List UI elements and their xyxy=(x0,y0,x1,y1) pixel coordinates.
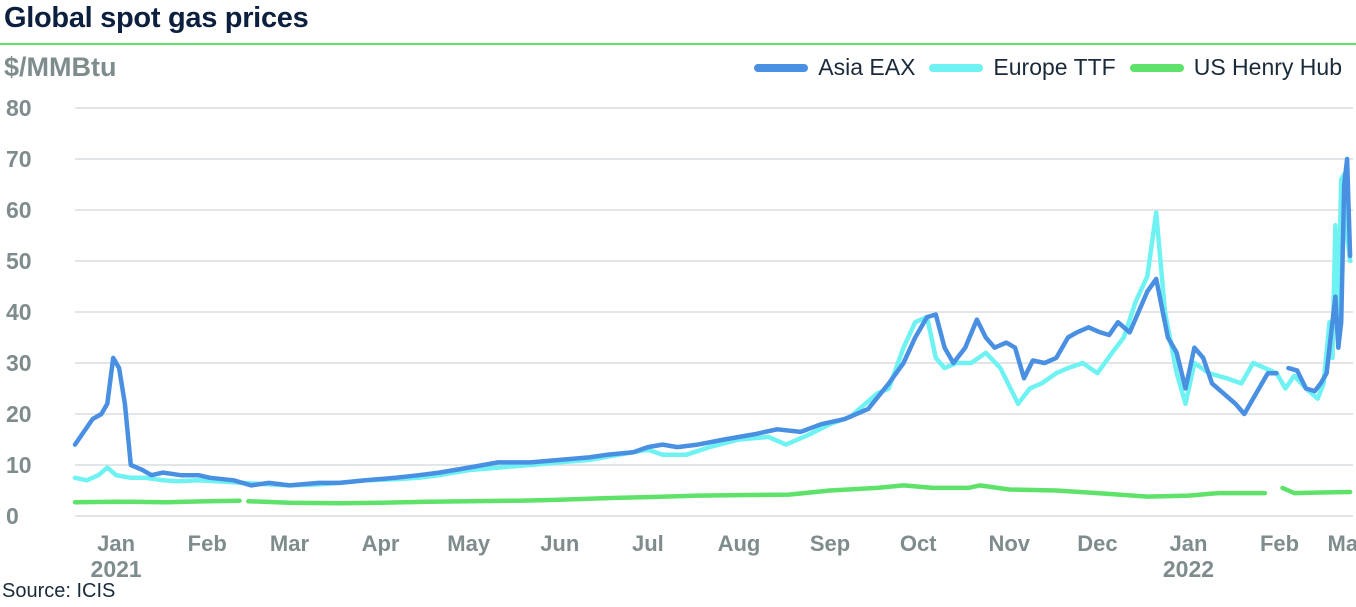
y-tick-label: 60 xyxy=(6,197,32,223)
source-note: Source: ICIS xyxy=(2,580,116,602)
series-line-us-henry-hub xyxy=(72,483,1353,506)
x-tick-label: May xyxy=(447,531,491,556)
x-tick-label: Oct xyxy=(900,531,937,556)
legend-item-asia-eax: Asia EAX xyxy=(754,54,915,81)
x-tick-label: Feb xyxy=(1260,531,1299,556)
year-label: 2022 xyxy=(1163,556,1214,582)
x-tick-label: Jan xyxy=(97,531,135,556)
x-tick-label: Nov xyxy=(988,531,1030,556)
x-tick-label: Aug xyxy=(718,531,761,556)
y-tick-label: 10 xyxy=(6,452,32,478)
title-divider xyxy=(0,43,1356,45)
y-tick-label: 20 xyxy=(6,401,32,427)
y-tick-label: 0 xyxy=(6,503,19,529)
x-tick-label: Mar xyxy=(1328,531,1356,556)
x-tick-label: Feb xyxy=(188,531,227,556)
y-tick-label: 40 xyxy=(6,299,32,325)
x-tick-label: Jan xyxy=(1170,531,1208,556)
x-tick-label: Apr xyxy=(362,531,400,556)
x-tick-label: Mar xyxy=(270,531,310,556)
legend-label-europe-ttf: Europe TTF xyxy=(993,54,1116,80)
chart-title: Global spot gas prices xyxy=(4,2,309,34)
legend-label-us-henry-hub: US Henry Hub xyxy=(1193,54,1342,80)
x-tick-label: Jun xyxy=(540,531,579,556)
legend-label-asia-eax: Asia EAX xyxy=(818,54,916,80)
legend-swatch-asia-eax xyxy=(754,63,809,72)
series-line-asia-eax xyxy=(72,156,1353,488)
series-line-europe-ttf xyxy=(72,172,1353,488)
legend-item-europe-ttf: Europe TTF xyxy=(929,54,1116,81)
x-tick-label: Sep xyxy=(810,531,850,556)
legend-swatch-europe-ttf xyxy=(929,63,984,72)
y-tick-label: 50 xyxy=(6,248,32,274)
x-tick-label: Jul xyxy=(632,531,664,556)
y-tick-label: 70 xyxy=(6,146,32,172)
y-axis-unit-label: $/MMBtu xyxy=(4,52,117,82)
year-label: 2021 xyxy=(91,556,142,582)
y-tick-label: 30 xyxy=(6,350,32,376)
legend-swatch-us-henry-hub xyxy=(1129,63,1184,72)
legend-item-us-henry-hub: US Henry Hub xyxy=(1129,54,1342,81)
chart-legend: Asia EAX Europe TTF US Henry Hub xyxy=(740,54,1342,81)
x-tick-label: Dec xyxy=(1077,531,1117,556)
y-tick-label: 80 xyxy=(6,95,32,121)
